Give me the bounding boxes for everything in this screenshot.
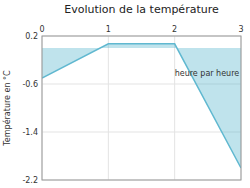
y-tick-label: 0.2 bbox=[25, 32, 38, 41]
grid-line bbox=[42, 132, 241, 133]
line bbox=[42, 44, 241, 168]
x-tick-label: 2 bbox=[172, 25, 177, 34]
area bbox=[42, 44, 241, 168]
x-tick-label: 1 bbox=[106, 25, 111, 34]
chart: 0.2 -0.6 -1.4 -2.2 0 1 2 3 Evolution de la tempé… bbox=[0, 0, 250, 188]
grid-line bbox=[108, 36, 109, 180]
x-tick-label: 3 bbox=[238, 25, 243, 34]
y-tick-label: -1.4 bbox=[22, 128, 38, 137]
title: Evolution de la température bbox=[64, 3, 219, 16]
annotation: heure par heure bbox=[175, 69, 240, 78]
plot-area bbox=[42, 36, 241, 180]
plot-frame bbox=[42, 36, 241, 180]
x-tick-label: 0 bbox=[39, 25, 44, 34]
y-tick-label: -2.2 bbox=[22, 176, 38, 185]
marks bbox=[42, 44, 241, 168]
grid-line bbox=[174, 36, 175, 180]
y-axis-label: Température en °C bbox=[2, 70, 12, 147]
y-tick-label: -0.6 bbox=[22, 80, 38, 89]
